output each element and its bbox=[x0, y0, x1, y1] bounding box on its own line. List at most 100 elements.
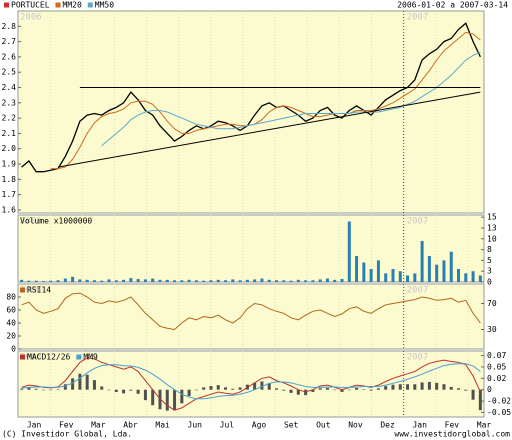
y-tick-label: 2.0 bbox=[2, 144, 17, 153]
bar bbox=[282, 280, 286, 282]
y-tick-label: 3 bbox=[487, 267, 492, 276]
y-tick-label: 2.3 bbox=[2, 98, 17, 107]
histogram-bar bbox=[442, 384, 446, 390]
x-tick-label: Mar bbox=[91, 421, 106, 430]
panel bbox=[17, 283, 485, 350]
panel-title: Volume x1000000 bbox=[20, 217, 92, 226]
bar bbox=[435, 264, 439, 282]
legend-swatch bbox=[20, 354, 25, 360]
histogram-bar bbox=[260, 381, 264, 390]
histogram-bar bbox=[231, 388, 235, 390]
bar bbox=[224, 280, 228, 282]
x-tick-label: Out bbox=[316, 421, 331, 430]
histogram-bar bbox=[413, 384, 417, 390]
y-tick-label: 2.8 bbox=[2, 22, 17, 31]
bar bbox=[304, 280, 308, 282]
bar bbox=[122, 279, 126, 282]
bar bbox=[143, 279, 147, 282]
year-watermark: 2006 bbox=[20, 217, 42, 227]
histogram-bar bbox=[114, 389, 118, 392]
y-tick-label: -0.05 bbox=[487, 408, 511, 417]
bar bbox=[420, 240, 424, 282]
y-tick-label: 0.07 bbox=[487, 351, 506, 360]
bar bbox=[355, 256, 359, 282]
bar bbox=[78, 279, 82, 282]
legend-label: PORTUCEL bbox=[11, 1, 50, 10]
year-watermark: 2006 bbox=[20, 353, 42, 363]
legend-swatch bbox=[20, 287, 25, 293]
y-tick-label: 40 bbox=[6, 319, 16, 328]
y-tick-label: 2.5 bbox=[2, 68, 17, 77]
bar bbox=[427, 256, 431, 282]
y-tick-label: 2.1 bbox=[2, 129, 17, 138]
histogram-bar bbox=[202, 387, 206, 390]
bar bbox=[107, 279, 111, 282]
histogram-bar bbox=[464, 389, 468, 391]
histogram-bar bbox=[362, 389, 366, 390]
y-tick-label: 2.2 bbox=[2, 114, 17, 123]
bar bbox=[398, 271, 402, 282]
bar bbox=[376, 260, 380, 282]
series-line bbox=[21, 292, 481, 331]
bar bbox=[165, 279, 169, 282]
histogram-bar bbox=[71, 378, 75, 390]
bar bbox=[471, 271, 475, 282]
histogram-bar bbox=[296, 389, 300, 395]
histogram-bar bbox=[289, 389, 293, 393]
series-line bbox=[101, 51, 481, 147]
year-watermark: 2007 bbox=[407, 13, 429, 23]
bar bbox=[173, 280, 177, 282]
year-watermark: 2007 bbox=[407, 353, 429, 363]
website: www.investidorglobal.com bbox=[394, 430, 510, 439]
panel bbox=[17, 10, 485, 214]
y-tick-label: 13 bbox=[487, 223, 497, 232]
histogram-bar bbox=[238, 387, 242, 390]
bar bbox=[136, 278, 140, 282]
bar bbox=[267, 279, 271, 282]
histogram-bar bbox=[180, 389, 184, 404]
bar bbox=[129, 278, 133, 282]
histogram-bar bbox=[427, 381, 431, 390]
histogram-bar bbox=[56, 389, 60, 390]
y-tick-label: 10 bbox=[487, 234, 497, 243]
year-watermark: 2006 bbox=[20, 286, 42, 296]
histogram-bar bbox=[224, 387, 228, 390]
histogram-bar bbox=[325, 387, 329, 390]
bar bbox=[114, 280, 118, 282]
histogram-bar bbox=[20, 388, 24, 390]
y-tick-label: 1.8 bbox=[2, 175, 17, 184]
histogram-bar bbox=[136, 389, 140, 394]
histogram-bar bbox=[311, 389, 315, 392]
histogram-bar bbox=[253, 382, 257, 390]
histogram-bar bbox=[41, 389, 45, 391]
histogram-bar bbox=[122, 389, 126, 394]
series-line bbox=[21, 22, 481, 173]
histogram-bar bbox=[435, 382, 439, 390]
bar bbox=[238, 280, 242, 282]
y-tick-label: 2.4 bbox=[2, 83, 17, 92]
bar bbox=[478, 275, 482, 282]
x-tick-label: Mar bbox=[477, 421, 492, 430]
histogram-bar bbox=[282, 389, 286, 391]
x-tick-label: Mai bbox=[155, 421, 170, 430]
x-tick-label: Jul bbox=[220, 421, 235, 430]
bar bbox=[325, 278, 329, 282]
x-tick-label: Fev bbox=[59, 421, 74, 430]
year-watermark: 2007 bbox=[407, 286, 429, 296]
y-tick-label: 60 bbox=[6, 306, 16, 315]
histogram-bar bbox=[318, 388, 322, 390]
y-tick-label: 70 bbox=[487, 299, 497, 308]
histogram-bar bbox=[449, 386, 453, 390]
period: 2006-01-02 a 2007-03-14 bbox=[397, 1, 508, 10]
bar bbox=[457, 269, 461, 282]
histogram-bar bbox=[478, 389, 482, 411]
legend-swatch bbox=[87, 2, 93, 8]
bar bbox=[180, 280, 184, 282]
x-tick-label: Nov bbox=[348, 421, 363, 430]
legend-label: MACD12/26 bbox=[27, 353, 71, 362]
histogram-bar bbox=[384, 386, 388, 390]
bar bbox=[71, 276, 75, 282]
histogram-bar bbox=[143, 389, 147, 401]
bar bbox=[41, 281, 45, 282]
series-line bbox=[21, 363, 481, 400]
